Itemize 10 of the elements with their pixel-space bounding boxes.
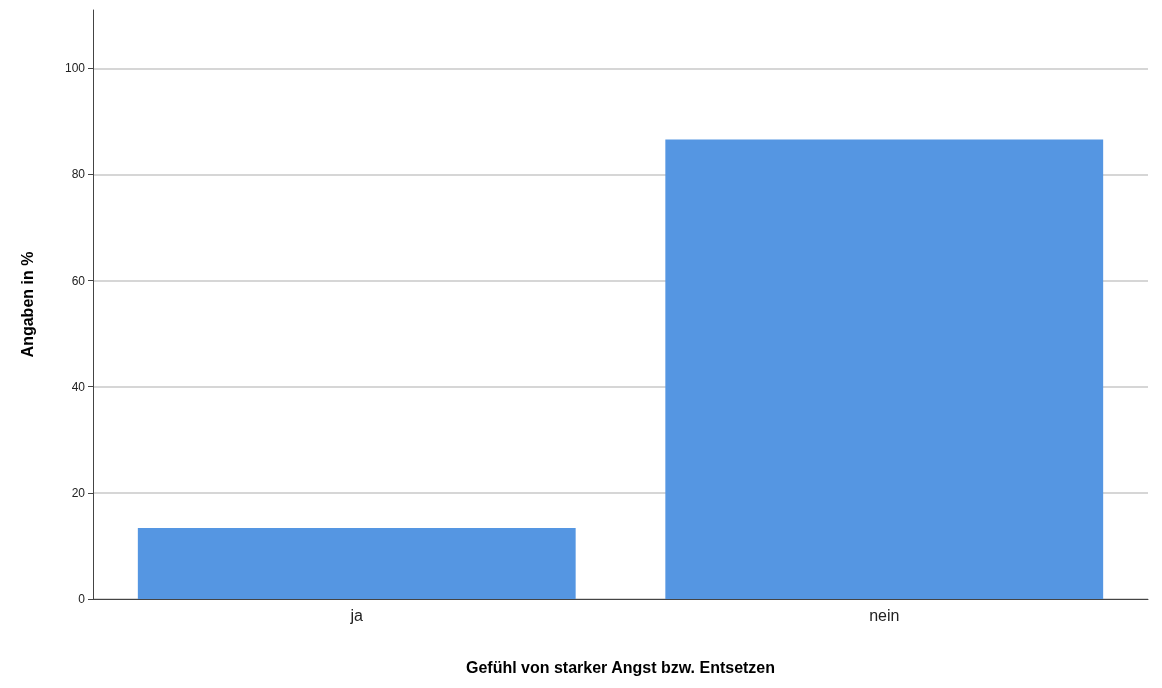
x-tick-label: nein bbox=[869, 606, 900, 624]
x-tick-label: ja bbox=[349, 606, 364, 624]
y-axis-title: Angaben in % bbox=[18, 251, 36, 358]
y-tick-label: 60 bbox=[71, 273, 86, 288]
y-tick-label: 40 bbox=[71, 379, 86, 394]
y-tick-label: 100 bbox=[64, 61, 86, 76]
x-axis-title: Gefühl von starker Angst bzw. Entsetzen bbox=[465, 658, 776, 676]
y-tick-label: 20 bbox=[71, 485, 86, 500]
y-tick-label: 80 bbox=[71, 167, 86, 182]
y-tick-label: 0 bbox=[78, 592, 86, 606]
